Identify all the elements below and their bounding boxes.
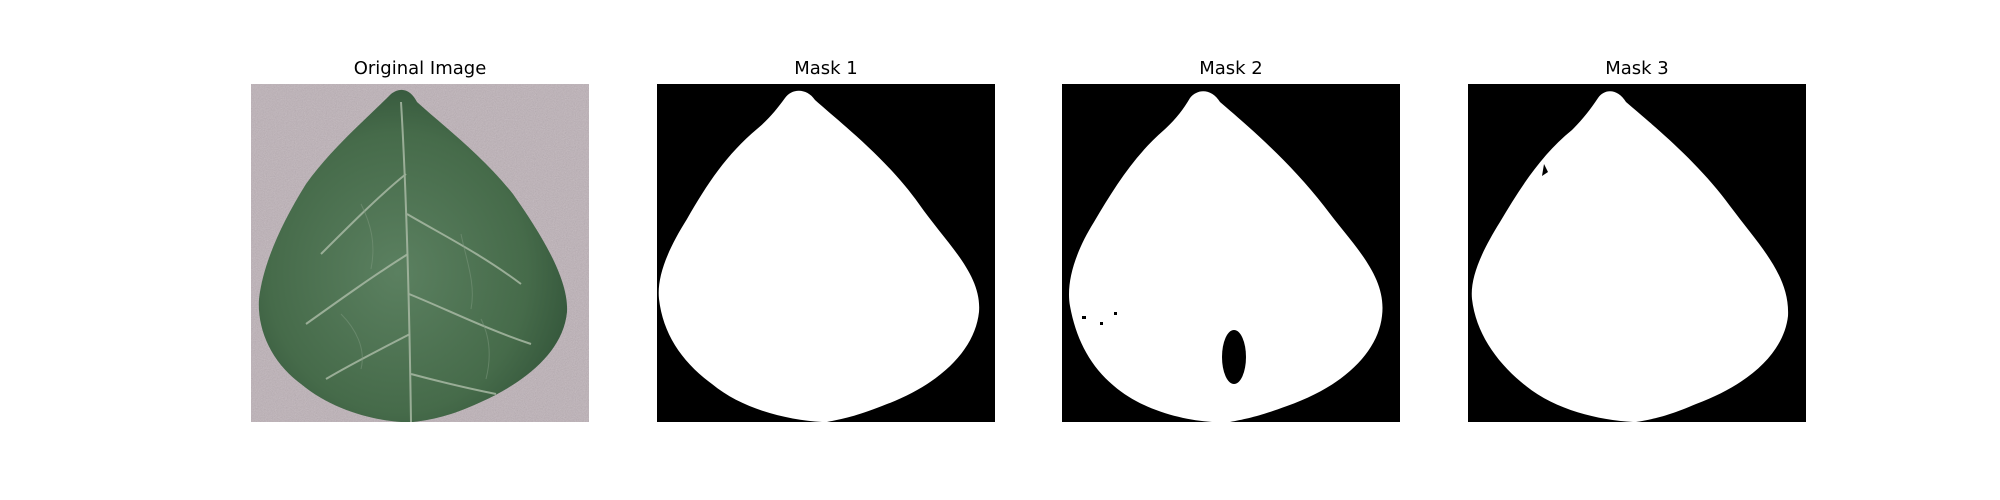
panel-mask-2: Mask 2 — [1062, 0, 1400, 500]
panel-original-image: Original Image — [251, 0, 589, 500]
leaf-mask-icon — [1468, 84, 1806, 422]
leaf-photo-icon — [251, 84, 589, 422]
panel-mask-3: Mask 3 — [1468, 0, 1806, 500]
panel-title: Mask 3 — [1605, 58, 1669, 79]
original-leaf-image — [251, 84, 589, 422]
leaf-mask-with-hole-icon — [1062, 84, 1400, 422]
mask-2-image — [1062, 84, 1400, 422]
panel-title: Mask 1 — [794, 58, 858, 79]
leaf-mask-icon — [657, 84, 995, 422]
mask-1-image — [657, 84, 995, 422]
mask-3-image — [1468, 84, 1806, 422]
panel-title: Mask 2 — [1199, 58, 1263, 79]
panel-title: Original Image — [353, 58, 487, 79]
panel-mask-1: Mask 1 — [657, 0, 995, 500]
